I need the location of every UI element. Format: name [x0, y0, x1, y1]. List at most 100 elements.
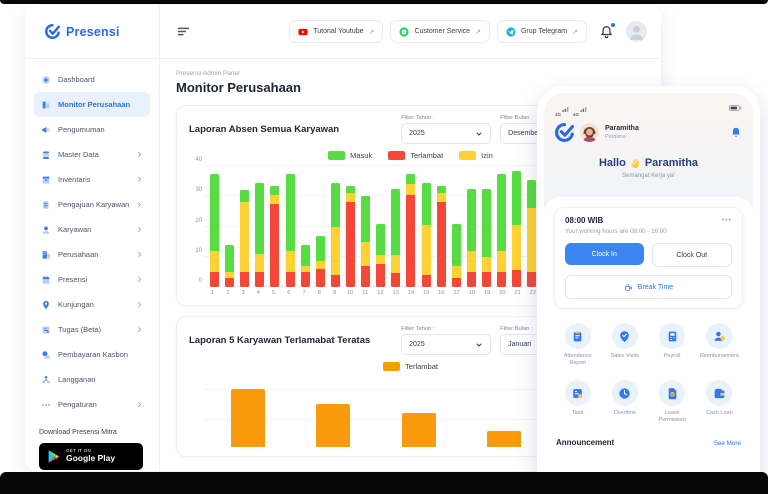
sidebar-item-pengajuan-karyawan[interactable]: Pengajuan Karyawan — [34, 192, 150, 217]
sidebar-item-label: Perusahaan — [58, 250, 99, 259]
segment-masuk — [421, 182, 431, 225]
sidebar-item-dashboard[interactable]: Dashboard — [34, 67, 150, 92]
user-avatar[interactable] — [626, 21, 647, 42]
app-sales-visits[interactable]: Sales Visits — [601, 323, 648, 367]
monitor-icon — [41, 100, 51, 110]
stacked-bar-day-3[interactable] — [240, 190, 250, 287]
x-axis-label: 14 — [407, 290, 415, 296]
sidebar-item-kunjungan[interactable]: Kunjungan — [34, 292, 150, 317]
stacked-bar-day-8[interactable] — [315, 235, 325, 287]
header-link-label: Customer Service — [414, 28, 471, 35]
stacked-bar-day-19[interactable] — [482, 188, 492, 287]
app-leave-permission[interactable]: Leave Permission — [649, 380, 696, 424]
segment-terlambat — [315, 268, 325, 287]
stacked-bar-day-6[interactable] — [285, 173, 295, 287]
gridline — [205, 255, 632, 257]
stacked-bar-day-2[interactable] — [225, 244, 235, 287]
segment-masuk — [376, 223, 386, 256]
tutorial-youtube-button[interactable]: Tutorial Youtube ↗ — [289, 20, 384, 43]
sidebar-item-tugas-beta[interactable]: Tugas (Beta) — [34, 317, 150, 342]
app-icon-circle — [659, 323, 686, 349]
stacked-bar-day-20[interactable] — [497, 173, 507, 287]
bar-slot — [388, 166, 403, 287]
legend-label: Masuk — [350, 151, 373, 160]
sidebar-item-pengumuman[interactable]: Pengumuman — [34, 117, 150, 142]
app-task[interactable]: Task — [554, 380, 601, 424]
filter-year-select[interactable]: 2025 — [401, 334, 492, 355]
app-reimbursement[interactable]: Reimbursement — [696, 323, 743, 367]
app-label: Sales Visits — [610, 353, 640, 359]
sidebar-item-pembayaran-kasbon[interactable]: Pembayaran Kasbon — [34, 342, 150, 367]
sidebar-toggle-icon[interactable] — [176, 24, 191, 39]
stacked-bar-day-13[interactable] — [391, 188, 401, 287]
legend-item-terlambat: Terlambat — [383, 362, 438, 371]
profile-company: Perdana — [605, 133, 626, 140]
sidebar-item-langganan[interactable]: Langganan — [34, 367, 150, 392]
external-link-icon: ↗ — [368, 28, 375, 36]
sidebar-item-inventaris[interactable]: Inventaris — [34, 167, 150, 192]
gridline — [205, 195, 632, 197]
chart1-title: Laporan Absen Semua Karyawan — [189, 124, 340, 135]
customer-service-button[interactable]: Customer Service ↗ — [390, 20, 490, 43]
break-time-button[interactable]: Break Time — [565, 275, 732, 299]
app-label: Payroll — [663, 353, 681, 359]
profile-avatar[interactable] — [580, 123, 599, 142]
sidebar-item-monitor-perusahaan[interactable]: Monitor Perusahaan — [34, 92, 150, 117]
filter-year-select[interactable]: 2025 — [401, 123, 492, 144]
sidebar-item-presensi[interactable]: Presensi — [34, 267, 150, 292]
app-label: Cash Loan — [706, 410, 733, 417]
app-overtime[interactable]: Overtime — [601, 380, 648, 424]
late-bar-1[interactable] — [230, 389, 265, 447]
stacked-bar-day-21[interactable] — [512, 170, 522, 287]
sidebar-item-karyawan[interactable]: Karyawan — [34, 217, 150, 242]
late-bar-3[interactable] — [401, 413, 436, 447]
grup-telegram-button[interactable]: Grup Telegram ↗ — [496, 20, 587, 43]
stacked-bar-day-12[interactable] — [376, 223, 386, 287]
see-more-link[interactable]: See More — [713, 439, 741, 447]
stacked-bar-day-11[interactable] — [361, 196, 371, 287]
app-payroll[interactable]: Payroll — [649, 323, 696, 367]
app-attendance-report[interactable]: Attendance Report — [554, 323, 601, 367]
clock-in-button[interactable]: Clock In — [565, 243, 644, 265]
late-bar-2[interactable] — [316, 404, 351, 447]
stacked-bar-day-9[interactable] — [330, 182, 340, 287]
stacked-bar-day-15[interactable] — [421, 182, 431, 287]
stacked-bar-day-14[interactable] — [406, 173, 416, 287]
phone-bell-icon[interactable] — [730, 126, 742, 139]
stacked-bar-day-5[interactable] — [270, 185, 280, 287]
late-bar-4[interactable] — [486, 431, 521, 447]
clock-out-button[interactable]: Clock Out — [651, 243, 732, 267]
segment-terlambat — [376, 264, 386, 287]
segment-izin — [330, 226, 340, 275]
google-play-badge[interactable]: GET IT ON Google Play — [39, 443, 143, 470]
stacked-bar-day-16[interactable] — [436, 185, 446, 287]
segment-terlambat — [466, 271, 476, 287]
sidebar-item-master-data[interactable]: Master Data — [34, 142, 150, 167]
visit-icon — [41, 300, 51, 310]
breadcrumb: Presensi Admin Panel — [176, 70, 240, 77]
legend-label: Terlambat — [405, 362, 438, 371]
notifications-bell-icon[interactable] — [599, 22, 615, 40]
clock-menu-dots[interactable]: ••• — [721, 217, 732, 224]
bar-slot — [252, 166, 267, 287]
task-icon — [41, 325, 51, 335]
x-axis-label: 11 — [362, 290, 369, 296]
x-axis-label: 13 — [392, 290, 399, 296]
stacked-bar-day-4[interactable] — [255, 182, 265, 287]
bar-slot — [298, 166, 313, 287]
stacked-bar-day-18[interactable] — [466, 188, 476, 287]
x-axis-label: 18 — [468, 290, 476, 296]
stacked-bar-day-22[interactable] — [527, 179, 537, 287]
app-cash-loan[interactable]: Cash Loan — [696, 380, 743, 424]
stacked-bar-day-1[interactable] — [210, 173, 220, 287]
bar-slot — [464, 166, 479, 287]
stacked-bar-day-17[interactable] — [451, 223, 461, 287]
app-logo[interactable]: Presensi — [25, 5, 159, 59]
sidebar-item-perusahaan[interactable]: Perusahaan — [34, 242, 150, 267]
sidebar-item-pengaturan[interactable]: Pengaturan — [34, 392, 150, 417]
stacked-bar-day-10[interactable] — [346, 185, 356, 287]
segment-izin — [391, 255, 401, 274]
stacked-bar-day-7[interactable] — [300, 244, 310, 287]
segment-masuk — [300, 244, 310, 266]
attendance-report-icon — [571, 330, 584, 343]
